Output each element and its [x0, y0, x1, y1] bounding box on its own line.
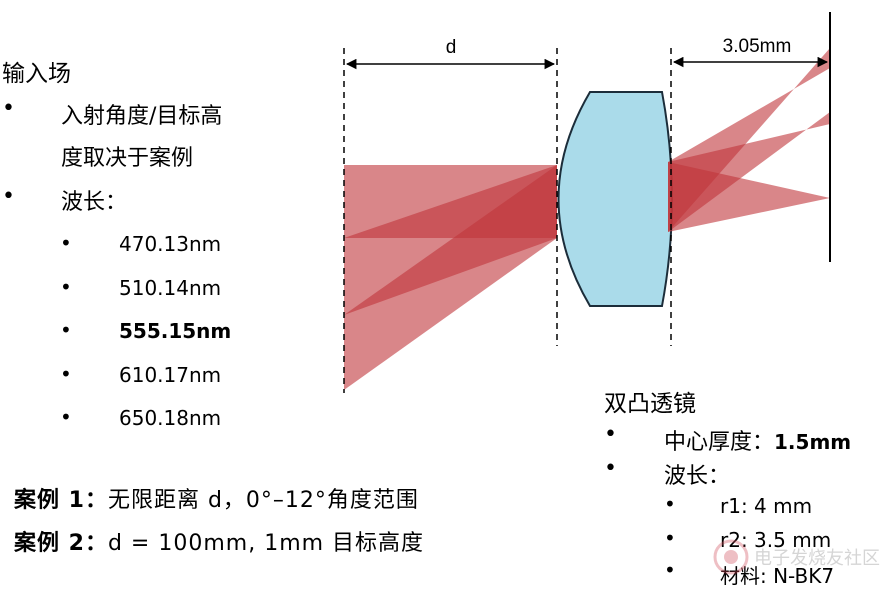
- distance-label: 3.05mm: [723, 36, 792, 57]
- reference-lines: [343, 48, 672, 393]
- d-label: d: [446, 37, 457, 58]
- bullet-dot: •: [60, 275, 72, 299]
- lens-wavelength-label: 波长：: [664, 464, 731, 489]
- wavelength-item: 610.17nm: [119, 363, 222, 387]
- biconvex-lens: [557, 91, 673, 307]
- bullet-dot: •: [664, 558, 676, 582]
- case2: 案例 2：d = 100mm, 1mm 目标高度: [14, 525, 424, 557]
- r1-spec: r1: 4 mm: [720, 494, 813, 518]
- thickness-label: 中心厚度：: [664, 430, 775, 455]
- r2-spec: r2: 3.5 mm: [720, 528, 832, 552]
- wavelength-item: 510.14nm: [119, 276, 222, 300]
- watermark-text: 电子发烧友社区: [754, 548, 880, 569]
- thickness-line: 中心厚度：1.5mm: [664, 424, 851, 456]
- beam-focus-mid: [668, 112, 830, 232]
- wavelength-label: 波长：: [61, 190, 128, 215]
- bullet-dot: •: [2, 184, 15, 209]
- material-spec: 材料: N-BK7: [720, 564, 835, 588]
- case2-text: d = 100mm, 1mm 目标高度: [107, 531, 425, 556]
- bullet-dot: •: [664, 526, 676, 550]
- bullet-dot: •: [2, 96, 15, 121]
- beam-focus-top: [668, 48, 830, 232]
- case2-label: 案例 2：: [14, 531, 108, 556]
- bullet-dot: •: [60, 231, 72, 255]
- bullet-dot: •: [60, 405, 72, 429]
- wavelength-item: 650.18nm: [119, 406, 222, 430]
- case1: 案例 1：无限距离 d，0°–12°角度范围: [14, 482, 419, 514]
- incident-angle-line1: 入射角度/目标高: [61, 104, 223, 129]
- wavelength-item: 555.15nm: [119, 319, 232, 343]
- thickness-value: 1.5mm: [774, 430, 852, 454]
- input-field-title: 输入场: [2, 61, 71, 87]
- bullet-dot: •: [60, 362, 72, 386]
- case1-text: 无限距离 d，0°–12°角度范围: [107, 488, 419, 513]
- bullet-dot: •: [60, 318, 72, 342]
- beam-steep: [344, 165, 557, 390]
- beams-left: [344, 165, 557, 390]
- bullet-dot: •: [604, 456, 617, 481]
- bullet-dot: •: [664, 492, 676, 516]
- watermark: 电子发烧友社区: [712, 538, 880, 576]
- beams-right: [668, 48, 830, 232]
- incident-angle-line2: 度取决于案例: [61, 146, 194, 171]
- wavelength-item: 470.13nm: [119, 232, 222, 256]
- lens-title: 双凸透镜: [604, 391, 696, 417]
- watermark-logo-icon: [713, 539, 749, 575]
- bullet-dot: •: [604, 422, 617, 447]
- case1-label: 案例 1：: [14, 488, 108, 513]
